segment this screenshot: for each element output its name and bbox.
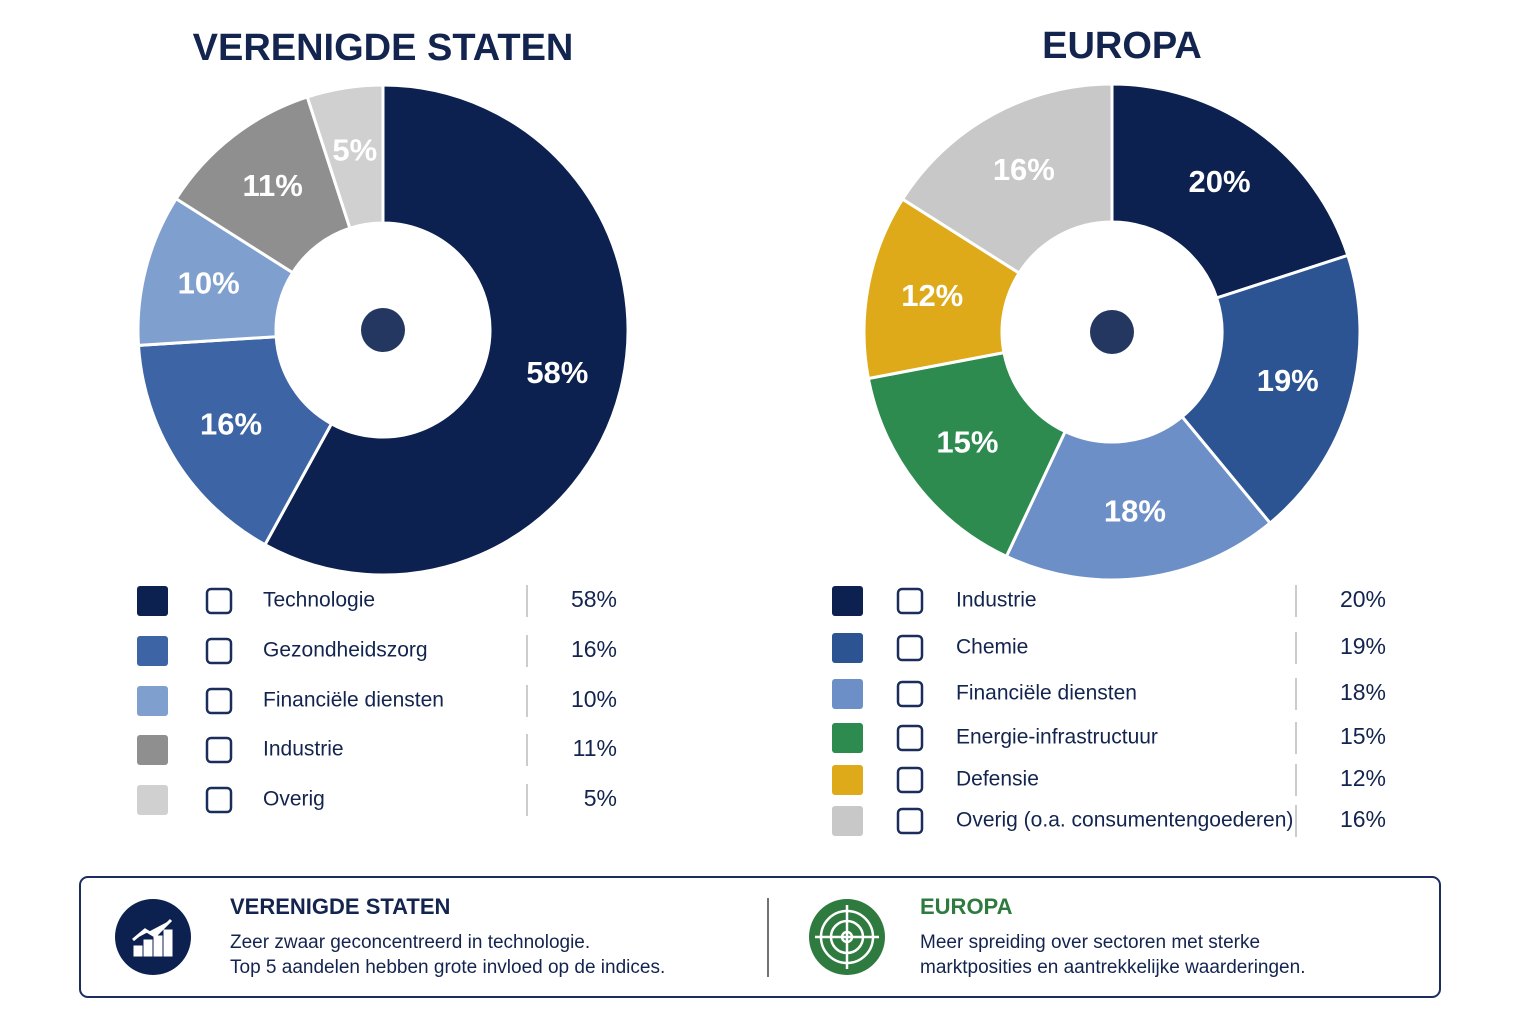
us-summary-line: Top 5 aandelen hebben grote invloed op d… xyxy=(230,957,665,978)
legend-value: 58% xyxy=(571,586,617,612)
slice-label: 11% xyxy=(243,168,303,203)
slice xyxy=(1004,414,1273,582)
slice xyxy=(136,335,334,547)
legend-icon xyxy=(205,786,233,814)
legend-label: Gezondheidszorg xyxy=(263,639,428,662)
legend-icon xyxy=(205,587,233,615)
legend-icon xyxy=(205,637,233,665)
us-summary-title: VERENIGDE STATEN xyxy=(230,894,450,919)
slice-label: 58% xyxy=(526,355,588,390)
legend-icon xyxy=(896,766,924,794)
center-emblem xyxy=(361,308,405,352)
legend-icon xyxy=(896,680,924,708)
slice-label: 18% xyxy=(1104,494,1166,529)
slice-label: 5% xyxy=(332,132,377,167)
legend-label: Energie-infrastructuur xyxy=(956,726,1158,749)
center-emblem xyxy=(1090,310,1134,354)
slice xyxy=(305,83,385,231)
slice xyxy=(1180,253,1362,526)
slice-label: 10% xyxy=(178,265,240,300)
slice-label: 12% xyxy=(901,278,963,313)
legend-icon xyxy=(896,634,924,662)
slice-label: 15% xyxy=(936,424,998,459)
legend-label: Financiële diensten xyxy=(263,689,444,712)
legend-value: 16% xyxy=(571,636,617,662)
legend-swatch xyxy=(832,586,863,616)
legend-swatch xyxy=(832,765,863,795)
slice xyxy=(262,83,630,577)
legend-swatch xyxy=(832,723,863,753)
legend-swatch xyxy=(832,679,863,709)
eu-summary-glyph xyxy=(815,905,879,969)
legend-label: Defensie xyxy=(956,768,1039,791)
slice xyxy=(862,197,1022,381)
slice-label: 16% xyxy=(200,407,262,442)
legend-swatch xyxy=(832,633,863,663)
slice-label: 19% xyxy=(1257,363,1319,398)
us-summary-glyph xyxy=(132,918,173,957)
summary-box xyxy=(79,876,1441,998)
eu-summary-title: EUROPA xyxy=(920,894,1013,919)
eu-summary-line: Meer spreiding over sectoren met sterke xyxy=(920,932,1260,953)
legend-icon xyxy=(896,587,924,615)
chart-title: VERENIGDE STATEN xyxy=(193,27,574,69)
slice-label: 20% xyxy=(1189,164,1251,199)
legend-icon xyxy=(205,736,233,764)
legend-value: 15% xyxy=(1340,723,1386,749)
legend-swatch xyxy=(137,636,168,666)
chart-title: EUROPA xyxy=(1042,25,1202,67)
legend-value: 5% xyxy=(584,785,617,811)
legend-label: Financiële diensten xyxy=(956,682,1137,705)
legend-value: 19% xyxy=(1340,633,1386,659)
slice xyxy=(866,350,1068,559)
legend-value: 10% xyxy=(571,686,617,712)
legend-icon xyxy=(896,724,924,752)
legend-swatch xyxy=(137,686,168,716)
legend-swatch xyxy=(137,586,168,616)
slice xyxy=(900,82,1114,276)
slice-label: 16% xyxy=(993,152,1055,187)
legend-swatch xyxy=(832,806,863,836)
legend-swatch xyxy=(137,785,168,815)
legend-value: 11% xyxy=(573,735,617,761)
legend-value: 12% xyxy=(1340,765,1386,791)
legend-label: Technologie xyxy=(263,589,375,612)
slice xyxy=(1110,82,1350,300)
legend-label: Industrie xyxy=(263,738,344,761)
legend-label: Overig xyxy=(263,788,325,811)
legend-swatch xyxy=(137,735,168,765)
legend-icon xyxy=(896,807,924,835)
legend-label: Industrie xyxy=(956,589,1037,612)
legend-value: 18% xyxy=(1340,679,1386,705)
legend-label: Chemie xyxy=(956,636,1028,659)
us-summary-icon xyxy=(115,899,191,975)
legend-label: Overig (o.a. consumentengoederen) xyxy=(956,809,1293,832)
legend-icon xyxy=(205,687,233,715)
us-summary-line: Zeer zwaar geconcentreerd in technologie… xyxy=(230,932,590,953)
eu-summary-line: marktposities en aantrekkelijke waarderi… xyxy=(920,957,1305,978)
legend-value: 20% xyxy=(1340,586,1386,612)
legend-value: 16% xyxy=(1340,806,1386,832)
